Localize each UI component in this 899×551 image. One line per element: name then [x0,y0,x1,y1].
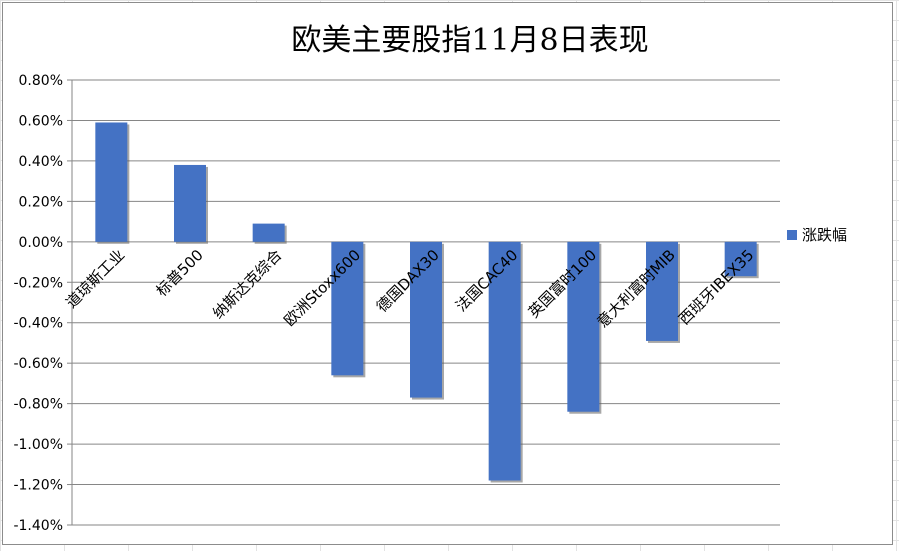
y-tick-label: 0.20% [19,194,63,210]
legend-label: 涨跌幅 [802,226,847,244]
bar[interactable] [724,241,757,277]
y-tick-label: 0.60% [19,113,63,129]
legend-swatch [787,230,797,240]
bar[interactable] [410,241,442,398]
y-tick-label: -1.00% [13,437,63,453]
bar[interactable] [252,223,285,242]
bars [95,122,759,483]
bar[interactable] [488,241,521,481]
chart-title: 欧美主要股指11月8日表现 [291,23,648,58]
y-tick-label: 0.40% [19,154,63,170]
y-tick-label: 0.00% [19,235,63,251]
y-axis-ticks: 0.80% 0.60% 0.40% 0.20% 0.00% -0.20% -0.40% -0.… [13,73,63,534]
y-tick-label: -1.40% [13,518,63,534]
category-label: 标普500 [153,246,207,300]
y-tick-label: -1.20% [13,478,63,494]
y-tick-label: -0.60% [13,356,63,372]
category-label: 西班牙IBEX35 [675,246,757,328]
category-label: 纳斯达克综合 [209,246,285,322]
bar[interactable] [646,241,678,341]
y-tick-label: -0.20% [13,275,63,291]
legend: 涨跌幅 [787,226,847,244]
bar[interactable] [331,241,364,376]
bar[interactable] [174,164,206,242]
y-tick-label: 0.80% [19,73,63,89]
y-tick-label: -0.80% [13,397,63,413]
bar[interactable] [567,241,600,412]
bar[interactable] [95,122,128,242]
y-tick-label: -0.40% [13,316,63,332]
